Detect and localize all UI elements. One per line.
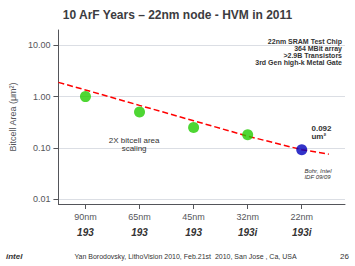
svg-text:2X bitcell area: 2X bitcell area [108,136,160,146]
svg-text:0.10: 0.10 [33,143,51,153]
svg-text:364 MBit array: 364 MBit array [294,44,342,52]
svg-text:10.00: 10.00 [28,40,51,50]
svg-text:193i: 193i [238,227,258,238]
svg-text:193: 193 [77,227,94,238]
svg-text:193: 193 [131,227,148,238]
svg-text:0.092: 0.092 [311,123,332,133]
svg-text:90nm: 90nm [74,212,97,222]
svg-text:22nm SRAM Test Chip: 22nm SRAM Test Chip [267,37,342,45]
svg-text:scaling: scaling [122,144,147,153]
svg-text:0.01: 0.01 [33,194,51,204]
svg-text:>2.9B Transistors: >2.9B Transistors [283,52,342,59]
svg-text:Bitcell Area (μm²): Bitcell Area (μm²) [8,82,18,151]
svg-text:intel: intel [6,252,23,261]
svg-text:IDF 09/09: IDF 09/09 [304,174,331,180]
svg-text:22nm: 22nm [290,212,313,222]
svg-text:45nm: 45nm [182,212,205,222]
svg-text:32nm: 32nm [236,212,259,222]
svg-text:193: 193 [185,227,202,238]
svg-text:10 ArF Years – 22nm node - HVM: 10 ArF Years – 22nm node - HVM in 2011 [63,8,293,22]
svg-text:Bohr, Intel: Bohr, Intel [304,168,332,175]
svg-text:3rd Gen high-k Metal Gate: 3rd Gen high-k Metal Gate [255,59,342,67]
svg-text:um²: um² [311,132,326,141]
svg-text:193i: 193i [292,227,312,238]
svg-text:65nm: 65nm [128,212,151,222]
svg-text:1.00: 1.00 [33,92,51,102]
svg-text:Yan Borodovsky, LithoVision 20: Yan Borodovsky, LithoVision 2010, Feb.21… [74,253,297,261]
svg-text:26: 26 [340,252,349,261]
